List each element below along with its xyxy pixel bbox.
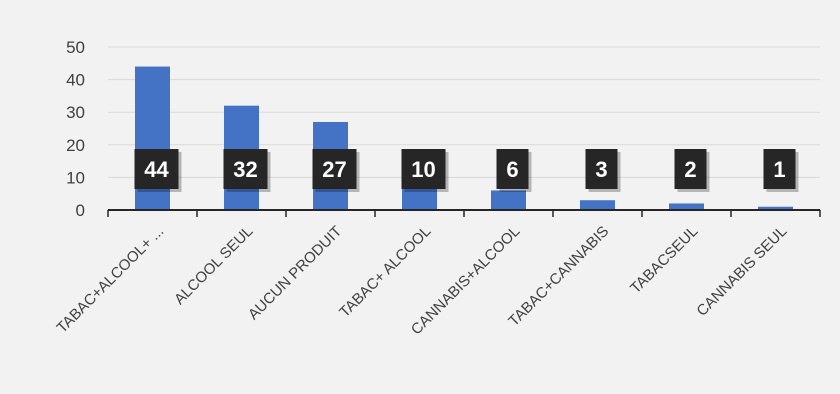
y-tick-label: 10: [66, 168, 85, 187]
data-label: 1: [763, 149, 799, 192]
data-label-text: 32: [233, 157, 257, 182]
data-label: 2: [674, 149, 710, 192]
bar: [758, 206, 793, 210]
data-label-text: 1: [773, 157, 785, 182]
y-tick-label: 0: [76, 201, 85, 220]
y-axis-ticks: 0 10 20 30 40 50: [66, 38, 85, 220]
data-label-text: 3: [595, 157, 607, 182]
data-label-box: [674, 149, 707, 189]
bar: [669, 203, 704, 210]
data-label-text: 27: [322, 157, 346, 182]
data-labels: 44 32 27 10 6 3 2 1: [134, 149, 799, 192]
x-axis: [107, 209, 821, 217]
data-label: 32: [223, 149, 271, 192]
data-label: 3: [585, 149, 621, 192]
data-label-text: 6: [506, 157, 518, 182]
data-label-text: 44: [144, 157, 169, 182]
data-label-box: [223, 149, 268, 189]
data-label-box: [134, 149, 179, 189]
y-tick-label: 40: [66, 71, 85, 90]
data-label-text: 10: [411, 157, 435, 182]
bar: [580, 200, 615, 210]
bar: [491, 190, 526, 210]
data-label-box: [312, 149, 357, 189]
data-label-text: 2: [684, 157, 696, 182]
data-label-box: [496, 149, 529, 189]
data-label: 6: [496, 149, 532, 192]
data-label: 10: [401, 149, 449, 192]
data-label-box: [585, 149, 618, 189]
y-tick-label: 20: [66, 136, 85, 155]
y-tick-label: 30: [66, 103, 85, 122]
data-label: 44: [134, 149, 182, 192]
y-tick-label: 50: [66, 38, 85, 57]
data-label: 27: [312, 149, 360, 192]
data-label-box: [401, 149, 446, 189]
data-label-box: [763, 149, 796, 189]
